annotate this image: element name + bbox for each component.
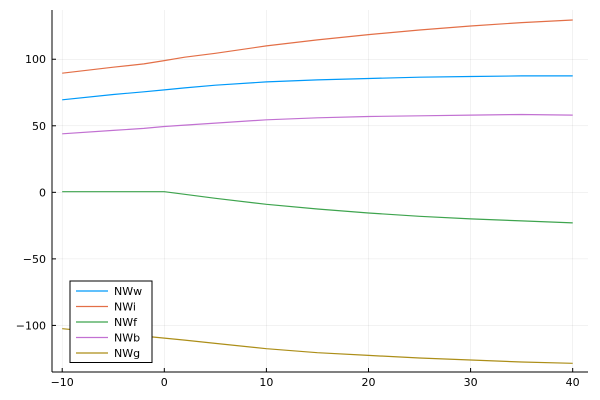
legend-label-nwi: NWi (114, 301, 136, 314)
y-tick-label: −100 (16, 319, 46, 332)
y-tick-label: 0 (39, 186, 46, 199)
legend: NWw NWi NWf NWb NWg (69, 280, 153, 363)
series-line-nww (62, 75, 573, 101)
legend-label-nwg: NWg (114, 347, 140, 360)
x-tick-label: 40 (566, 376, 580, 389)
series-line-nwb (62, 113, 573, 135)
x-tick-label: −10 (51, 376, 74, 389)
y-tick-label: −50 (23, 253, 46, 266)
axes (51, 10, 588, 373)
series-layer (62, 19, 573, 364)
legend-label-nwf: NWf (114, 316, 138, 329)
x-tick-label: 0 (161, 376, 168, 389)
legend-label-nww: NWw (114, 285, 142, 298)
x-tick-label: 10 (259, 376, 273, 389)
x-tick-label: 30 (464, 376, 478, 389)
y-tick-label: 50 (32, 120, 46, 133)
series-line-nwf (62, 191, 573, 224)
x-tick-label: 20 (361, 376, 375, 389)
legend-label-nwb: NWb (114, 332, 140, 345)
series-line-nwi (62, 19, 573, 74)
y-tick-label: 100 (25, 53, 46, 66)
